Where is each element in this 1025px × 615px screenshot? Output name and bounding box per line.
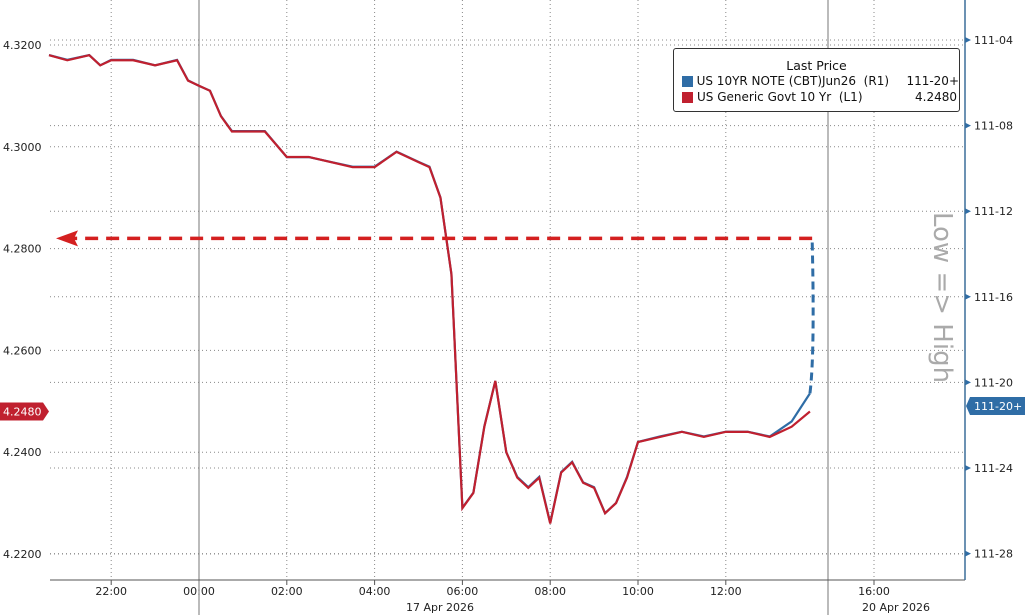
- left-tick-label: 4.2800: [3, 243, 42, 256]
- series-line-yield: [48, 53, 811, 524]
- last-price-label: 111-20+: [974, 400, 1022, 413]
- right-tick-label: 111-20: [974, 376, 1013, 389]
- x-tick-label: 06:00: [447, 585, 479, 598]
- x-tick-label: 16:00: [858, 585, 890, 598]
- legend-name: US Generic Govt 10 Yr (L1): [697, 90, 863, 104]
- right-tick-label: 111-28: [974, 548, 1013, 561]
- right-tick-label: 111-04: [974, 34, 1013, 47]
- x-tick-label: 22:00: [95, 585, 127, 598]
- date-label: 17 Apr 2026: [406, 601, 474, 614]
- right-tick-mark: [965, 379, 971, 386]
- right-tick-label: 111-08: [974, 120, 1013, 133]
- legend-last: 111-20+: [906, 74, 959, 88]
- right-tick-mark: [965, 293, 971, 300]
- left-tick-label: 4.3000: [3, 141, 42, 154]
- right-tick-mark: [965, 550, 971, 557]
- series-line-note: [48, 53, 811, 524]
- left-tick-label: 4.2200: [3, 548, 42, 561]
- legend-swatch: [682, 75, 693, 87]
- right-tick-mark: [965, 465, 971, 471]
- date-label: 20 Apr 2026: [862, 601, 930, 614]
- x-tick-label: 04:00: [359, 585, 391, 598]
- right-tick-label: 111-24: [974, 462, 1013, 475]
- dashed-projection: [808, 239, 815, 394]
- left-tick-label: 4.2600: [3, 344, 42, 357]
- x-tick-label: 02:00: [271, 585, 303, 598]
- watermark: Low => High: [927, 212, 957, 383]
- x-tick-label: 10:00: [622, 585, 654, 598]
- right-tick-mark: [965, 122, 971, 129]
- legend-item-note: US 10YR NOTE (CBT)Jun26 (R1) 111-20+: [674, 73, 959, 89]
- left-tick-label: 4.3200: [3, 39, 42, 52]
- legend-swatch: [682, 91, 693, 103]
- legend-item-yield: US Generic Govt 10 Yr (L1) 4.2480: [674, 89, 959, 105]
- right-tick-mark: [965, 37, 971, 43]
- last-price-label: 4.2480: [3, 405, 42, 418]
- legend-name: US 10YR NOTE (CBT)Jun26 (R1): [696, 74, 890, 88]
- legend: Last Price US 10YR NOTE (CBT)Jun26 (R1) …: [673, 48, 960, 112]
- x-tick-label: 08:00: [534, 585, 566, 598]
- right-tick-label: 111-12: [974, 205, 1013, 218]
- last-price-tag-note: [966, 397, 1025, 415]
- right-tick-label: 111-16: [974, 291, 1013, 304]
- arrow-head-icon: [56, 230, 78, 247]
- left-tick-label: 4.2400: [3, 446, 42, 459]
- legend-last: 4.2480: [915, 90, 957, 104]
- legend-title: Last Price: [786, 58, 847, 73]
- x-tick-label: 12:00: [710, 585, 742, 598]
- right-tick-mark: [965, 208, 971, 215]
- last-price-tag-yield: [0, 402, 49, 421]
